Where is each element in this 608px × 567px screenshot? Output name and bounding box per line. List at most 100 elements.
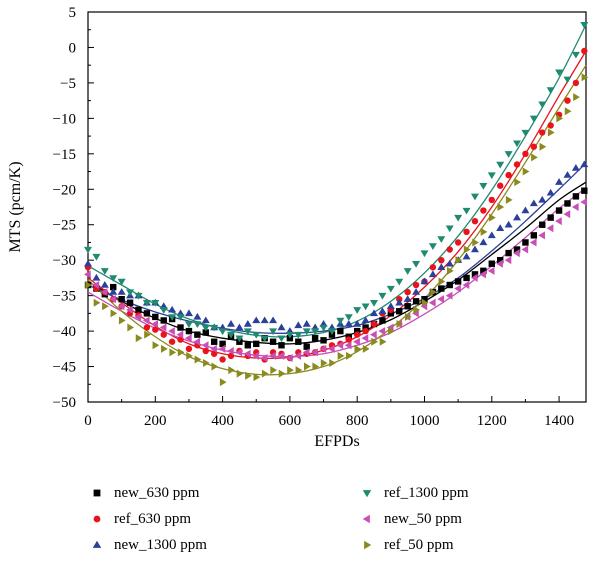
data-point <box>362 327 369 335</box>
data-point <box>278 369 286 378</box>
data-point <box>463 274 470 282</box>
data-point <box>412 281 420 289</box>
data-point <box>285 331 294 339</box>
data-point <box>479 238 488 246</box>
data-point <box>302 348 310 357</box>
data-point <box>84 270 91 279</box>
data-point <box>235 348 243 357</box>
fit-line <box>87 24 587 338</box>
data-point <box>151 320 159 328</box>
legend-item: ref_1300 ppm <box>356 482 469 504</box>
data-point <box>420 277 429 285</box>
data-point <box>538 195 547 203</box>
data-point <box>514 178 522 187</box>
data-point <box>277 351 285 360</box>
data-point <box>361 334 369 343</box>
data-point <box>337 351 345 360</box>
data-point <box>580 22 589 29</box>
legend-label: ref_50 ppm <box>384 536 454 553</box>
data-point <box>218 344 226 353</box>
data-point <box>160 317 167 324</box>
data-point <box>227 320 236 327</box>
x-tick-label: 0 <box>84 413 92 429</box>
data-point <box>361 303 370 311</box>
x-tick-label: 800 <box>346 413 369 429</box>
data-point <box>522 150 529 158</box>
y-tick-label: −40 <box>53 324 76 340</box>
data-point <box>312 362 320 371</box>
data-point <box>134 312 142 321</box>
data-point <box>445 291 453 300</box>
data-point <box>134 292 143 300</box>
y-tick-label: −20 <box>53 182 76 198</box>
data-point <box>471 217 479 225</box>
data-point <box>513 140 522 148</box>
data-point <box>395 298 404 306</box>
series <box>85 73 589 387</box>
data-point <box>269 351 276 360</box>
data-point <box>160 344 168 353</box>
data-point <box>539 221 546 228</box>
legend-label: ref_630 ppm <box>114 510 192 527</box>
data-point <box>118 316 126 325</box>
data-point <box>327 328 336 336</box>
data-point <box>184 334 192 343</box>
series <box>84 198 588 363</box>
data-point <box>193 312 202 320</box>
legend-marker <box>93 515 101 523</box>
legend-label: new_630 ppm <box>114 484 200 501</box>
y-tick-label: −30 <box>53 253 76 269</box>
data-point <box>573 93 580 102</box>
data-point <box>168 314 177 321</box>
data-point <box>555 69 564 77</box>
fit-line <box>87 187 587 358</box>
legend-marker-shape <box>92 540 102 548</box>
data-point <box>496 182 504 189</box>
data-point <box>201 316 210 324</box>
data-point <box>556 114 564 123</box>
data-point <box>530 143 538 150</box>
data-point <box>203 359 210 367</box>
data-point <box>84 246 92 254</box>
data-point <box>386 302 395 309</box>
data-point <box>353 320 362 327</box>
data-point <box>176 314 185 321</box>
legend-marker-shape <box>362 490 372 498</box>
data-point <box>386 285 395 293</box>
data-point <box>371 337 379 346</box>
data-point <box>118 295 125 303</box>
data-point <box>564 107 572 116</box>
data-point <box>546 224 554 233</box>
data-point <box>538 101 547 109</box>
data-point <box>447 266 454 275</box>
fit-line <box>87 64 587 376</box>
data-point <box>202 329 209 336</box>
data-points <box>84 22 589 387</box>
data-point <box>92 273 101 281</box>
plot-border <box>87 11 587 403</box>
data-point <box>581 187 588 194</box>
data-point <box>159 323 167 332</box>
data-point <box>487 231 496 239</box>
data-point <box>269 338 277 345</box>
data-point <box>437 295 445 304</box>
data-point <box>219 356 226 363</box>
data-point <box>513 213 522 221</box>
data-point <box>370 300 379 307</box>
data-point <box>538 231 545 240</box>
data-point <box>504 151 513 158</box>
data-point <box>287 366 294 375</box>
data-point <box>269 328 278 336</box>
data-point <box>144 330 151 339</box>
data-point <box>210 338 218 345</box>
series <box>84 160 589 334</box>
data-point <box>193 337 201 346</box>
data-point <box>353 307 362 314</box>
data-point <box>581 47 588 55</box>
data-point <box>117 288 126 295</box>
legend-item: ref_50 ppm <box>356 534 454 556</box>
data-point <box>420 250 429 258</box>
data-point <box>345 336 352 343</box>
data-point <box>277 323 286 331</box>
data-point <box>454 278 462 285</box>
